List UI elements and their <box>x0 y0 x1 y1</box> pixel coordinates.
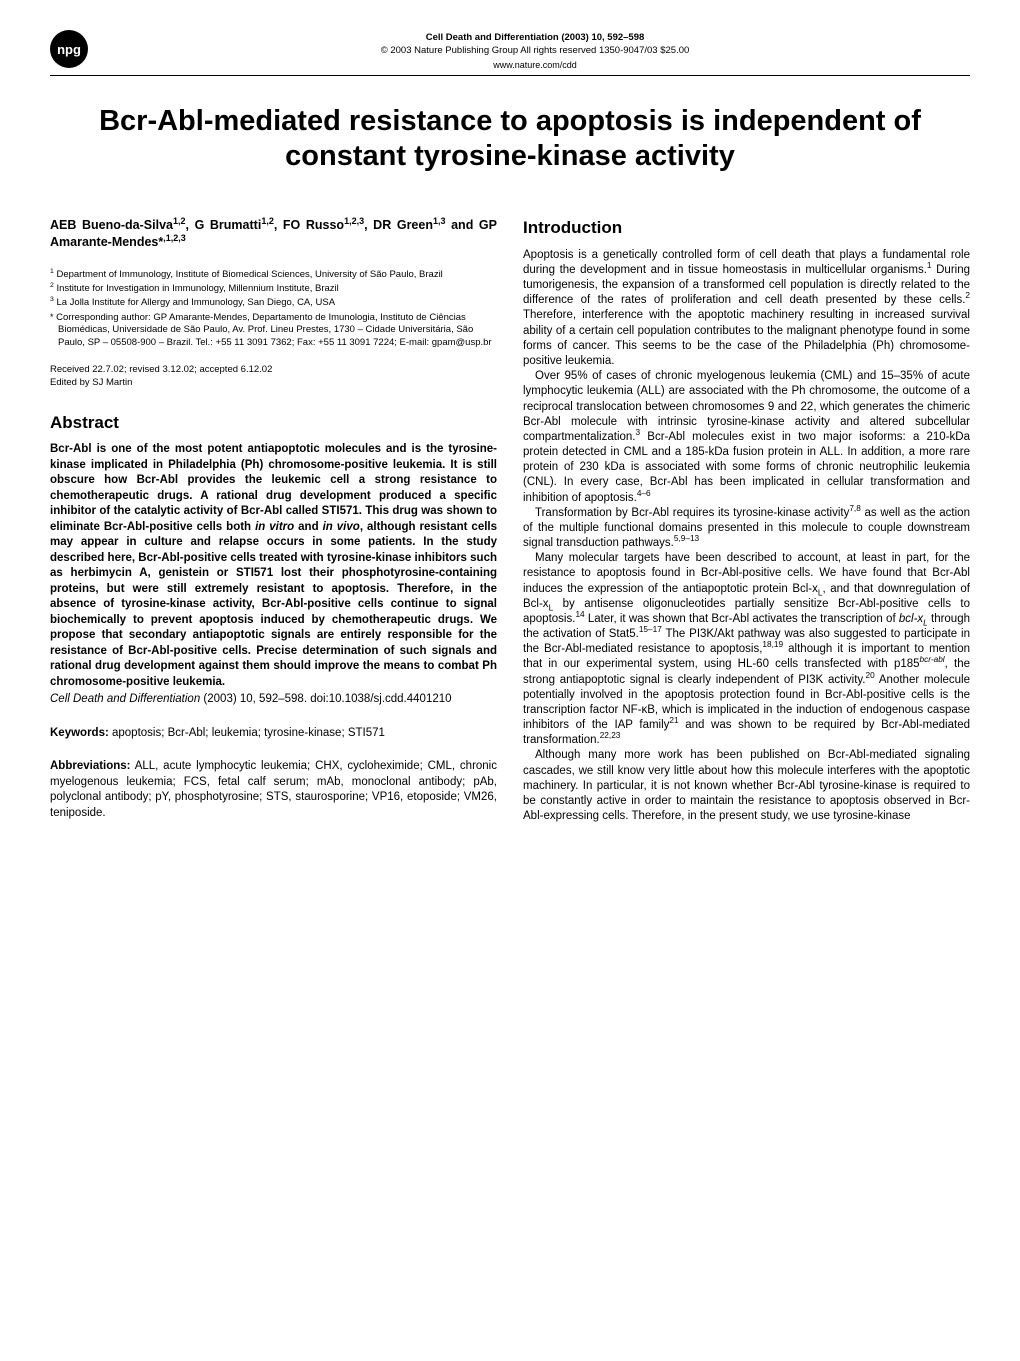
received-line: Received 22.7.02; revised 3.12.02; accep… <box>50 364 497 377</box>
copyright-line: © 2003 Nature Publishing Group All right… <box>100 45 970 58</box>
journal-header: npg Cell Death and Differentiation (2003… <box>50 30 970 76</box>
abstract-body: Bcr-Abl is one of the most potent antiap… <box>50 442 497 690</box>
intro-paragraph-3: Transformation by Bcr-Abl requires its t… <box>523 506 970 552</box>
intro-paragraph-5: Although many more work has been publish… <box>523 748 970 824</box>
journal-meta: Cell Death and Differentiation (2003) 10… <box>100 30 970 71</box>
affiliation-corresponding: * Corresponding author: GP Amarante-Mend… <box>50 311 497 350</box>
affiliations: 1 Department of Immunology, Institute of… <box>50 269 497 350</box>
abbreviations: Abbreviations: ALL, acute lymphocytic le… <box>50 759 497 821</box>
introduction-heading: Introduction <box>523 217 970 239</box>
left-column: AEB Bueno-da-Silva1,2, G Brumatti1,2, FO… <box>50 217 497 824</box>
edited-line: Edited by SJ Martin <box>50 377 497 390</box>
intro-paragraph-1: Apoptosis is a genetically controlled fo… <box>523 248 970 369</box>
affiliation-3: 3 La Jolla Institute for Allergy and Imm… <box>50 297 497 310</box>
affiliation-1: 1 Department of Immunology, Institute of… <box>50 269 497 282</box>
npg-logo-text: npg <box>57 42 81 57</box>
content-columns: AEB Bueno-da-Silva1,2, G Brumatti1,2, FO… <box>50 217 970 824</box>
intro-paragraph-2: Over 95% of cases of chronic myelogenous… <box>523 369 970 506</box>
abstract-citation: Cell Death and Differentiation (2003) 10… <box>50 692 497 708</box>
journal-line: Cell Death and Differentiation (2003) 10… <box>100 32 970 45</box>
author-list: AEB Bueno-da-Silva1,2, G Brumatti1,2, FO… <box>50 217 497 251</box>
abstract-heading: Abstract <box>50 412 497 434</box>
right-column: Introduction Apoptosis is a genetically … <box>523 217 970 824</box>
affiliation-2: 2 Institute for Investigation in Immunol… <box>50 283 497 296</box>
article-dates: Received 22.7.02; revised 3.12.02; accep… <box>50 364 497 390</box>
article-title: Bcr-Abl-mediated resistance to apoptosis… <box>50 104 970 174</box>
npg-logo-icon: npg <box>50 30 88 68</box>
journal-url: www.nature.com/cdd <box>100 59 970 71</box>
keywords: Keywords: apoptosis; Bcr-Abl; leukemia; … <box>50 726 497 742</box>
intro-paragraph-4: Many molecular targets have been describ… <box>523 551 970 748</box>
